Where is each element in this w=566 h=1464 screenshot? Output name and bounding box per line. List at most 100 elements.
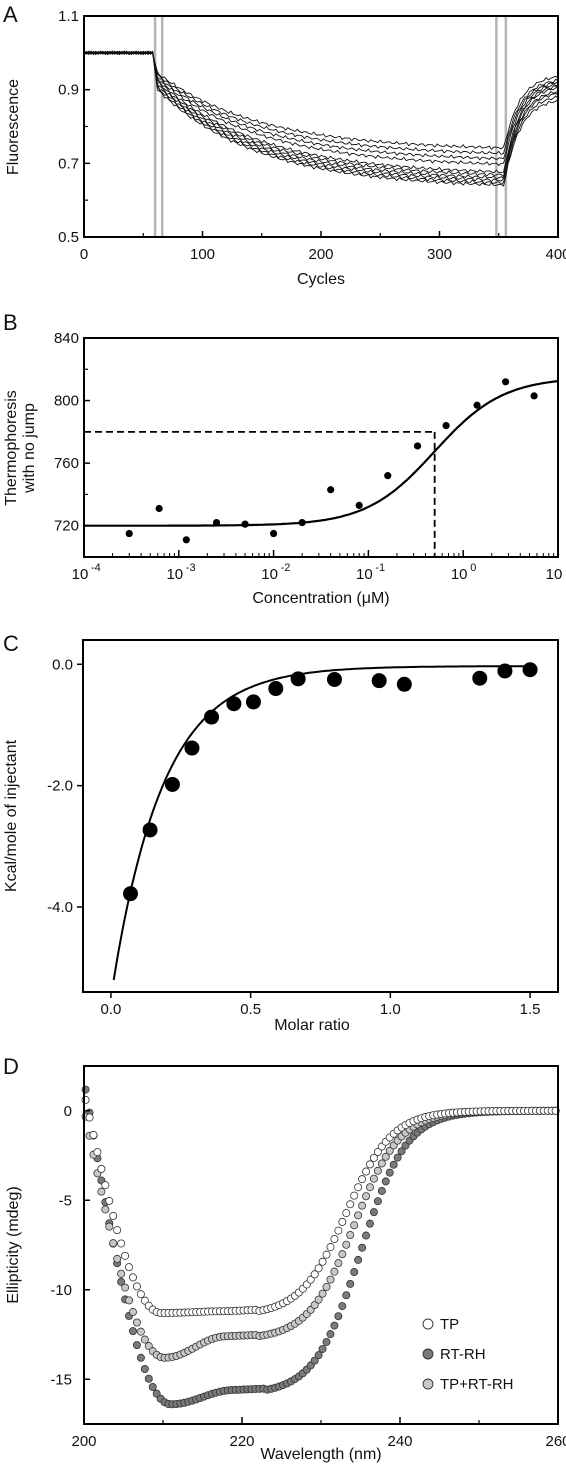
series-2-point-13 [132,1318,141,1327]
x-tick-label-1: 0.5 [240,1001,261,1018]
panel-c-ylabel: Kcal/mole of injectant [3,739,20,892]
series-0-point-1 [85,1113,94,1122]
series-0-point-71 [362,1167,371,1176]
x-tick-exponent-0: -4 [91,562,101,574]
fluorescence-trace-4 [83,50,559,178]
series-2-point-14 [136,1327,145,1336]
panel-b-xlabel: Concentration (μM) [252,590,389,607]
y-tick-label-3: 1.1 [58,8,79,25]
series-1-point-13 [132,1341,141,1350]
data-point-5 [226,696,242,712]
series-1-point-80 [397,1147,406,1156]
series-2-point-72 [365,1183,374,1192]
data-point-7 [327,486,335,494]
series-0-point-13 [132,1282,141,1291]
series-1-point-72 [365,1219,374,1228]
series-2-point-5 [101,1205,110,1214]
x-tick-label-3: 300 [427,246,452,263]
data-point-8 [355,501,363,509]
series-1-point-16 [144,1374,153,1383]
series-1-point-73 [369,1208,378,1217]
series-1-point-69 [354,1255,363,1264]
data-point-12 [472,670,488,686]
series-0-point-60 [318,1257,327,1266]
series-2-point-65 [338,1250,347,1259]
panel-d-ylabel: Ellipticity (mdeg) [5,1186,22,1303]
fluorescence-trace-5 [83,50,559,174]
data-point-2 [164,776,180,792]
panel-a-xlabel: Cycles [297,271,345,288]
series-2-point-70 [358,1201,367,1210]
series-1-point-62 [326,1330,335,1339]
data-point-8 [290,671,306,687]
series-2-point-71 [362,1192,371,1201]
series-2-point-77 [385,1146,394,1155]
series-0-point-74 [373,1147,382,1156]
series-1-point-58 [310,1356,319,1365]
data-point-6 [245,694,261,710]
panel-a-chart: 0 100 200 300 400 0.5 0.7 0.9 1.1 Cycles Fluores… [5,8,566,288]
panel-c-chart: 0.0 0.5 1.0 1.5 0.0 -2.0 -4.0 Molar ratio Kcal… [3,639,559,1034]
data-point-12 [473,401,481,409]
series-1-point-14 [136,1353,145,1362]
series-1-point-63 [330,1321,339,1330]
fluorescence-trace-9 [83,50,559,150]
x-tick-label-2: 200 [308,246,333,263]
y-tick-label-1: 0.7 [58,155,79,172]
series-0-point-73 [369,1153,378,1162]
series-1-point-9 [117,1277,126,1286]
series-0-point-3 [93,1148,102,1157]
x-tick-label-2: 240 [387,1433,412,1450]
data-point-5 [270,529,278,538]
legend-marker-1 [422,1348,434,1360]
series-2-point-62 [326,1275,335,1284]
legend-marker-0 [422,1318,434,1330]
series-2-point-8 [113,1254,122,1263]
data-point-0 [123,886,138,902]
x-tick-label-2: 1.0 [380,1001,401,1018]
y-tick-label-1: -2.0 [47,778,73,795]
data-point-2 [182,536,190,544]
panel-letter-d: D [3,1054,19,1079]
fluorescence-trace-2 [83,50,559,183]
data-point-14 [530,392,538,400]
series-1-point-74 [373,1197,382,1206]
data-point-1 [155,504,163,513]
series-2-point-68 [350,1221,359,1230]
series-1-point-71 [362,1231,371,1240]
series-2-point-6 [105,1222,114,1231]
y-tick-label-1: 760 [54,455,79,472]
fluorescence-trace-3 [83,50,559,180]
series-0-point-6 [105,1196,114,1205]
series-1-point-17 [148,1382,157,1391]
data-point-4 [204,709,220,725]
series-0-point-65 [338,1217,347,1226]
y-tick-label-0: 0.5 [58,229,79,246]
series-1-point-67 [346,1279,355,1288]
x-tick-exponent-1: -3 [186,562,196,574]
series-0-point-10 [121,1251,130,1260]
series-0-point-12 [128,1273,137,1282]
series-2-point-58 [310,1301,319,1310]
data-point-3 [184,740,200,756]
series-0-point-9 [117,1239,126,1248]
series-2-point-75 [377,1159,386,1168]
series-0-point-64 [334,1226,343,1235]
series-0-point-14 [136,1290,145,1299]
series-0-point-66 [342,1209,351,1218]
fluorescence-trace-1 [83,50,559,186]
y-tick-label-2: 0.9 [58,82,79,99]
x-tick-label-4: 400 [545,246,566,263]
series-0-point-62 [326,1243,335,1252]
itc-fit-curve [112,665,531,981]
panel-c-xlabel: Molar ratio [274,1017,350,1034]
series-0-point-11 [125,1263,134,1272]
fluorescence-trace-0 [83,50,559,187]
data-point-6 [298,518,306,527]
fluorescence-trace-7 [83,50,559,161]
fluorescence-trace-8 [83,50,559,156]
series-1-point-70 [358,1243,367,1252]
data-point-4 [241,520,249,528]
series-0-point-2 [89,1130,98,1139]
series-2-point-69 [354,1211,363,1220]
